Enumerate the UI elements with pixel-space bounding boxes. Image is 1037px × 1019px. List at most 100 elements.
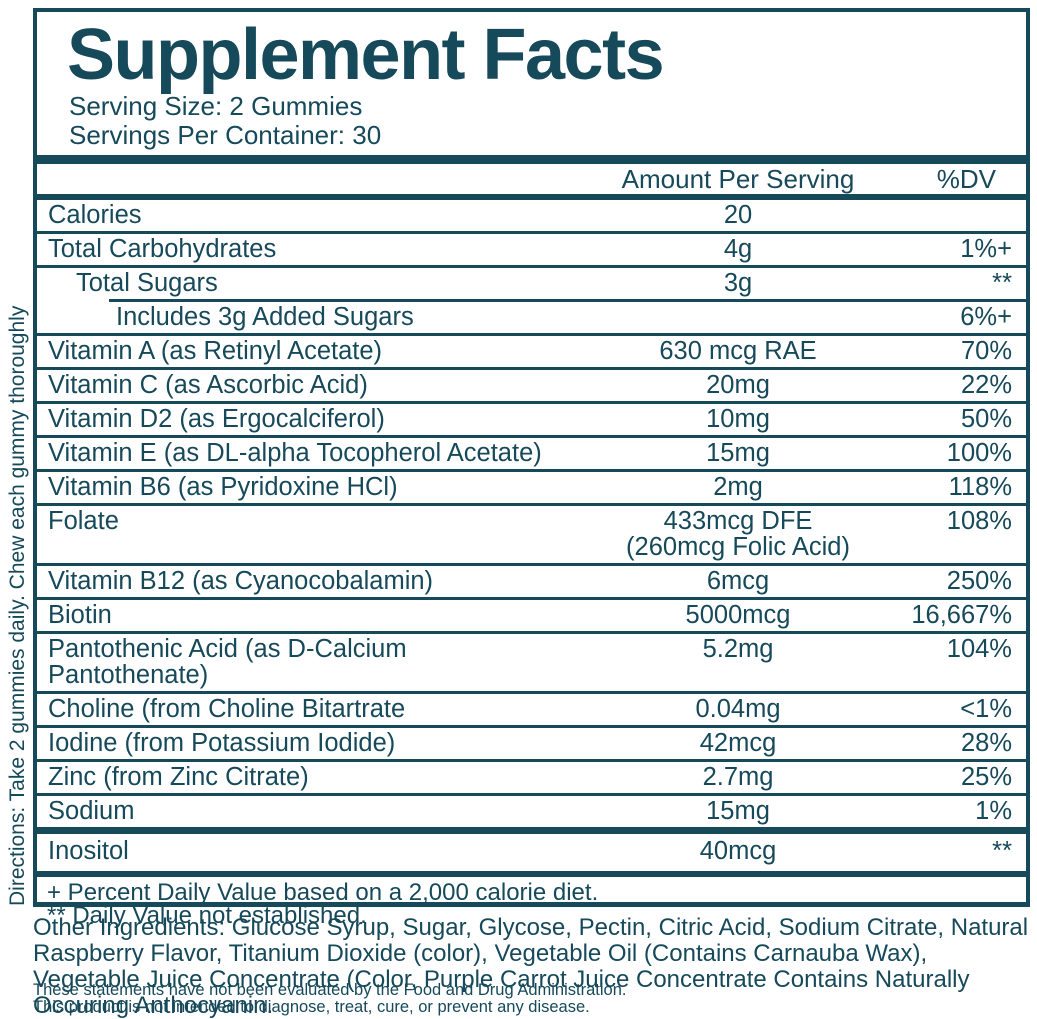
- nutrient-amount: 630 mcg RAE: [568, 338, 908, 364]
- nutrient-dv: 104%: [946, 635, 1012, 663]
- nutrient-name: Zinc (from Zinc Citrate): [48, 763, 309, 791]
- header-amount-per-serving: Amount Per Serving: [621, 163, 855, 194]
- serving-size: Serving Size: 2 Gummies: [69, 91, 363, 121]
- nutrient-amount: 5000mcg: [568, 602, 908, 628]
- nutrient-amount-line1: 15mg: [706, 439, 770, 467]
- nutrient-dv: 108%: [946, 507, 1012, 535]
- table-row: Biotin 5000mcg 16,667%: [37, 597, 1026, 631]
- nutrient-amount: 42mcg: [568, 730, 908, 756]
- panel-title: Supplement Facts: [67, 15, 665, 95]
- table-row: Vitamin E (as DL-alpha Tocopherol Acetat…: [37, 435, 1026, 469]
- nutrient-amount: 3g: [568, 270, 908, 296]
- nutrient-dv: 16,667%: [911, 601, 1012, 629]
- table-row: Sodium 15mg 1%: [37, 793, 1026, 827]
- divider-above-footnotes: [37, 871, 1026, 877]
- nutrient-amount-line1: 10mg: [706, 405, 770, 433]
- table-row: Vitamin D2 (as Ergocalciferol) 10mg 50%: [37, 401, 1026, 435]
- nutrient-dv: 1%+: [960, 235, 1012, 263]
- table-row: Vitamin A (as Retinyl Acetate) 630 mcg R…: [37, 333, 1026, 367]
- nutrient-rows: Calories 20 Total Carbohydrates 4g 1%+ T…: [37, 200, 1026, 871]
- divider-thick-mid: [37, 827, 1026, 834]
- nutrient-amount-line1: 42mcg: [699, 729, 777, 757]
- nutrient-amount-line1: 15mg: [706, 797, 770, 825]
- nutrient-amount: 20mg: [568, 372, 908, 398]
- nutrient-name: Inositol: [48, 837, 129, 865]
- nutrient-dv: 250%: [946, 567, 1012, 595]
- nutrient-dv: 70%: [960, 337, 1012, 365]
- nutrient-amount: 15mg: [568, 440, 908, 466]
- nutrient-name: Total Sugars: [76, 269, 218, 297]
- nutrient-amount-line1: 630 mcg RAE: [659, 337, 817, 365]
- nutrient-amount: 0.04mg: [568, 696, 908, 722]
- servings-per-container: Servings Per Container: 30: [69, 120, 382, 150]
- nutrient-name: Vitamin D2 (as Ergocalciferol): [48, 405, 385, 433]
- nutrient-name: Iodine (from Potassium Iodide): [48, 729, 396, 757]
- table-row: Choline (from Choline Bitartrate 0.04mg …: [37, 691, 1026, 725]
- nutrient-dv: **: [992, 837, 1012, 865]
- footnote-dv: + Percent Daily Value based on a 2,000 c…: [47, 879, 599, 906]
- nutrient-name: Vitamin E (as DL-alpha Tocopherol Acetat…: [48, 439, 542, 467]
- nutrient-name: Vitamin B6 (as Pyridoxine HCl): [48, 473, 398, 501]
- nutrient-amount-line1: 2.7mg: [702, 763, 774, 791]
- table-header-row: Amount Per Serving %DV: [37, 164, 1026, 194]
- table-row: Total Carbohydrates 4g 1%+: [37, 231, 1026, 265]
- nutrient-amount: 40mcg: [568, 838, 908, 864]
- table-row: Folate 433mcg DFE (260mcg Folic Acid) 10…: [37, 503, 1026, 563]
- nutrient-amount: 20: [568, 202, 908, 228]
- fda-disclaimers: These statements have not been evaluated…: [33, 982, 1033, 1016]
- nutrient-amount-line1: 20mg: [706, 371, 770, 399]
- nutrient-amount-line1: 2mg: [713, 473, 763, 501]
- nutrient-dv: 22%: [960, 371, 1012, 399]
- nutrient-amount: 433mcg DFE (260mcg Folic Acid): [568, 508, 908, 560]
- nutrient-amount-line1: 20: [723, 201, 753, 229]
- divider-under-header: [37, 194, 1026, 200]
- other-ingredients-text: Other Ingredients: Glucose Syrup, Sugar,…: [33, 914, 1029, 1019]
- table-row: Vitamin C (as Ascorbic Acid) 20mg 22%: [37, 367, 1026, 401]
- table-row: Iodine (from Potassium Iodide) 42mcg 28%: [37, 725, 1026, 759]
- nutrient-amount: 6mcg: [568, 568, 908, 594]
- nutrient-amount-line2: (260mcg Folic Acid): [626, 533, 850, 561]
- nutrient-dv: 25%: [960, 763, 1012, 791]
- nutrient-amount-line1: 0.04mg: [695, 695, 781, 723]
- nutrient-amount-line1: 40mcg: [699, 837, 777, 865]
- nutrient-amount: 15mg: [568, 798, 908, 824]
- disclaimer-disease: This product is not intended to diagnose…: [33, 998, 590, 1016]
- divider-thick-top: [37, 155, 1026, 164]
- nutrient-amount: 2mg: [568, 474, 908, 500]
- nutrient-dv: 118%: [948, 473, 1012, 501]
- nutrient-name: Folate: [48, 507, 119, 535]
- nutrient-name: Vitamin C (as Ascorbic Acid): [48, 371, 368, 399]
- table-row: Zinc (from Zinc Citrate) 2.7mg 25%: [37, 759, 1026, 793]
- directions-vertical-text: Directions: Take 2 gummies daily. Chew e…: [6, 305, 29, 906]
- nutrient-dv: <1%: [960, 695, 1012, 723]
- nutrient-name: Choline (from Choline Bitartrate: [48, 695, 406, 723]
- nutrient-amount-line1: 6mcg: [706, 567, 770, 595]
- nutrient-name: Biotin: [48, 601, 112, 629]
- footnote-not-established: ** Daily Value not established.: [47, 902, 367, 929]
- footnotes: + Percent Daily Value based on a 2,000 c…: [37, 877, 1026, 929]
- nutrient-amount-line1: 4g: [723, 235, 753, 263]
- table-row: Vitamin B12 (as Cyanocobalamin) 6mcg 250…: [37, 563, 1026, 597]
- nutrient-dv: 28%: [960, 729, 1012, 757]
- nutrient-name: Includes 3g Added Sugars: [116, 303, 414, 331]
- nutrient-name: Pantothenic Acid (as D-Calcium Pantothen…: [48, 635, 407, 689]
- nutrient-dv: 50%: [960, 405, 1012, 433]
- table-row: Inositol 40mcg **: [37, 834, 1026, 871]
- nutrient-dv: 100%: [946, 439, 1012, 467]
- disclaimer-statements: These statements have not been evaluated…: [33, 981, 627, 999]
- nutrient-dv: **: [992, 269, 1012, 297]
- supplement-facts-panel: Supplement Facts Serving Size: 2 Gummies…: [33, 8, 1030, 928]
- table-row: Calories 20: [37, 200, 1026, 231]
- table-row: Pantothenic Acid (as D-Calcium Pantothen…: [37, 631, 1026, 691]
- table-row: Vitamin B6 (as Pyridoxine HCl) 2mg 118%: [37, 469, 1026, 503]
- nutrient-name: Calories: [48, 201, 142, 229]
- nutrient-amount: 2.7mg: [568, 764, 908, 790]
- nutrient-amount-line1: 3g: [723, 269, 753, 297]
- table-row: Total Sugars 3g **: [37, 265, 1026, 299]
- nutrient-amount: 4g: [568, 236, 908, 262]
- nutrient-name: Vitamin B12 (as Cyanocobalamin): [48, 567, 434, 595]
- nutrient-amount: 5.2mg: [568, 636, 908, 662]
- nutrient-name: Total Carbohydrates: [48, 235, 277, 263]
- nutrient-name: Sodium: [48, 797, 135, 825]
- nutrient-dv: 1%: [975, 797, 1012, 825]
